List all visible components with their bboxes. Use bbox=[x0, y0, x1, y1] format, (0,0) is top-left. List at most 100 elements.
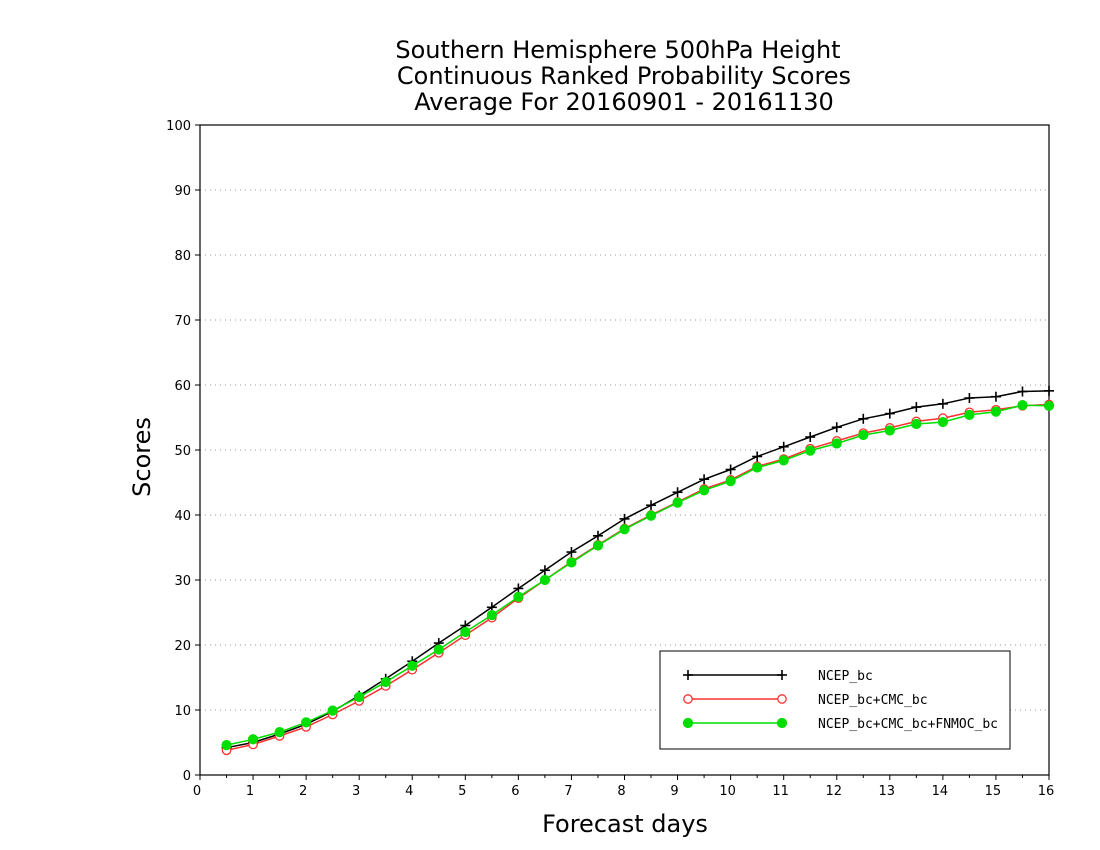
data-point bbox=[592, 540, 604, 551]
series-2 bbox=[221, 400, 1055, 751]
data-point bbox=[699, 474, 710, 485]
data-point bbox=[805, 445, 816, 456]
legend-label-2: NCEP_bc+CMC_bc+FNMOC_bc bbox=[818, 717, 998, 732]
data-point bbox=[911, 418, 922, 430]
data-point bbox=[380, 676, 391, 688]
data-point bbox=[990, 406, 1002, 417]
data-point bbox=[566, 547, 577, 558]
legend-entry-0: NCEP_bc bbox=[683, 669, 873, 684]
data-point bbox=[964, 393, 975, 403]
y-tick-label-30: 30 bbox=[174, 574, 191, 589]
y-tick-label-60: 60 bbox=[174, 379, 191, 394]
legend-marker bbox=[777, 694, 787, 704]
x-tick-label-0: 0 bbox=[193, 784, 201, 799]
x-tick-label-10: 10 bbox=[719, 784, 736, 799]
data-point bbox=[831, 422, 842, 433]
data-point bbox=[778, 455, 789, 466]
x-tick-label-12: 12 bbox=[825, 784, 842, 799]
data-point bbox=[354, 691, 365, 703]
x-tick-label-4: 4 bbox=[405, 784, 413, 799]
y-tick-label-80: 80 bbox=[174, 249, 191, 264]
data-point bbox=[646, 500, 657, 511]
data-point bbox=[672, 487, 683, 498]
legend-marker bbox=[777, 670, 787, 680]
chart-title-line-1: Southern Hemisphere 500hPa Height bbox=[395, 36, 840, 64]
data-point bbox=[911, 402, 922, 413]
y-tick-label-50: 50 bbox=[174, 444, 191, 459]
y-tick-label-10: 10 bbox=[174, 704, 191, 719]
data-point bbox=[619, 513, 630, 524]
series-line-0 bbox=[226, 390, 1050, 749]
data-point bbox=[645, 510, 657, 521]
data-point bbox=[858, 429, 869, 441]
x-axis: 0 1 2 3 4 5 6 7 8 9 10 11 12 13 14 15 16 bbox=[193, 775, 1054, 799]
data-point bbox=[1044, 385, 1054, 396]
legend: NCEP_bc NCEP_bc+CMC_bc NCEP_bc+CMC_bc+FNMO… bbox=[659, 650, 1011, 750]
gridlines bbox=[200, 189, 1049, 711]
data-point bbox=[539, 574, 551, 586]
x-axis-title: Forecast days bbox=[542, 810, 708, 838]
data-point bbox=[619, 524, 630, 535]
legend-box bbox=[659, 650, 1011, 750]
data-point bbox=[752, 451, 763, 462]
x-tick-label-11: 11 bbox=[772, 784, 789, 799]
data-point bbox=[301, 717, 312, 728]
x-tick-label-8: 8 bbox=[617, 784, 625, 799]
x-tick-label-1: 1 bbox=[246, 784, 254, 799]
x-tick-label-9: 9 bbox=[670, 784, 678, 799]
data-point bbox=[937, 416, 948, 428]
legend-marker bbox=[776, 717, 788, 729]
data-point bbox=[752, 462, 763, 473]
data-point bbox=[698, 485, 710, 496]
data-point bbox=[513, 583, 524, 594]
data-point bbox=[858, 413, 869, 424]
data-point bbox=[513, 591, 524, 603]
data-point bbox=[247, 734, 259, 745]
x-tick-label-15: 15 bbox=[985, 784, 1002, 799]
legend-entries: NCEP_bc NCEP_bc+CMC_bc NCEP_bc+CMC_bc+FNMO… bbox=[682, 669, 998, 732]
data-point bbox=[725, 464, 736, 475]
y-tick-label-20: 20 bbox=[174, 639, 191, 654]
data-point bbox=[964, 409, 975, 420]
x-tick-label-7: 7 bbox=[564, 784, 572, 799]
x-tick-label-5: 5 bbox=[458, 784, 466, 799]
y-axis-title: Scores bbox=[128, 417, 156, 497]
data-point bbox=[486, 610, 497, 621]
legend-marker bbox=[683, 694, 693, 704]
data-point bbox=[1017, 386, 1028, 397]
legend-entry-1: NCEP_bc+CMC_bc bbox=[683, 693, 928, 708]
data-point bbox=[460, 626, 471, 638]
x-tick-label-3: 3 bbox=[352, 784, 360, 799]
y-tick-label-90: 90 bbox=[174, 184, 191, 199]
x-tick-label-2: 2 bbox=[299, 784, 307, 799]
chart-title-line-2: Continuous Ranked Probability Scores bbox=[397, 62, 851, 90]
data-point bbox=[805, 432, 816, 442]
legend-marker bbox=[682, 717, 694, 729]
y-tick-label-40: 40 bbox=[174, 509, 191, 524]
data-point bbox=[407, 660, 418, 671]
data-point bbox=[884, 425, 895, 436]
data-point bbox=[990, 391, 1001, 402]
legend-label-1: NCEP_bc+CMC_bc bbox=[818, 693, 928, 708]
y-tick-label-100: 100 bbox=[166, 119, 191, 134]
data-point bbox=[1043, 400, 1055, 411]
x-tick-label-13: 13 bbox=[879, 784, 896, 799]
legend-entry-2: NCEP_bc+CMC_bc+FNMOC_bc bbox=[682, 717, 998, 732]
x-tick-label-16: 16 bbox=[1038, 784, 1055, 799]
chart-title-line-3: Average For 20160901 - 20161130 bbox=[414, 88, 834, 116]
data-point bbox=[937, 398, 948, 409]
data-point bbox=[831, 438, 842, 449]
data-point bbox=[433, 644, 444, 655]
data-point bbox=[566, 557, 577, 568]
y-axis: 0 10 20 30 40 50 60 70 80 90 100 bbox=[166, 119, 200, 784]
data-point bbox=[884, 408, 895, 419]
data-point bbox=[672, 497, 683, 508]
data-point bbox=[592, 530, 603, 541]
y-tick-label-0: 0 bbox=[183, 769, 191, 784]
chart-title: Southern Hemisphere 500hPa Height Contin… bbox=[395, 36, 851, 116]
x-tick-label-6: 6 bbox=[511, 784, 519, 799]
data-point bbox=[327, 705, 338, 716]
y-tick-label-70: 70 bbox=[174, 314, 191, 329]
series-layer bbox=[221, 385, 1055, 756]
